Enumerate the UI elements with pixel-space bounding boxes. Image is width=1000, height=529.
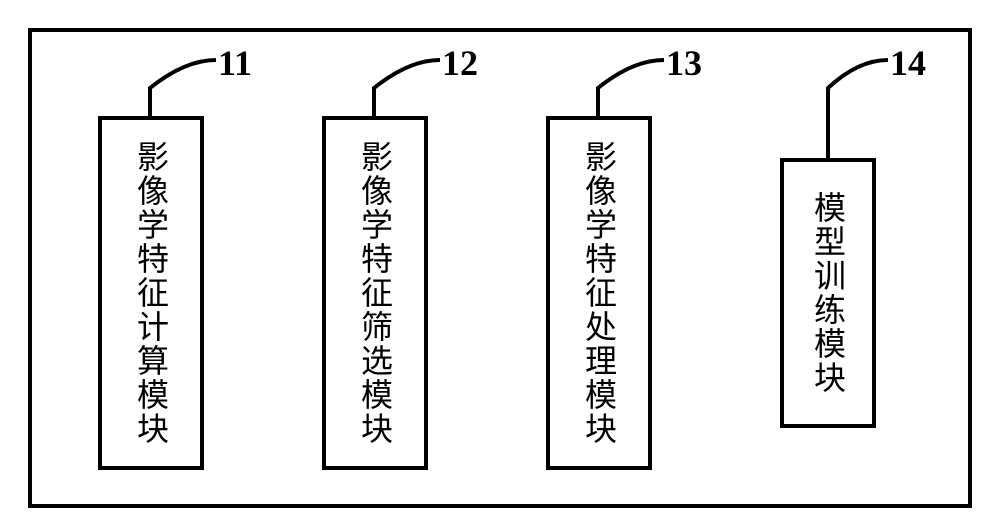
module-11-callout-line — [145, 55, 221, 121]
module-12-label: 12 — [442, 42, 478, 84]
module-14-label: 14 — [890, 42, 926, 84]
module-12-callout-line — [369, 55, 445, 121]
module-11-text: 影像学特征计算模块 — [131, 140, 171, 446]
module-13: 影像学特征处理模块 — [546, 116, 652, 470]
module-14-text: 模型训练模块 — [808, 191, 848, 395]
module-11-label: 11 — [218, 42, 252, 84]
module-13-label: 13 — [666, 42, 702, 84]
module-14: 模型训练模块 — [780, 158, 876, 428]
module-11: 影像学特征计算模块 — [98, 116, 204, 470]
module-14-callout-line — [823, 55, 893, 163]
module-12: 影像学特征筛选模块 — [322, 116, 428, 470]
module-13-callout-line — [593, 55, 669, 121]
module-12-text: 影像学特征筛选模块 — [355, 140, 395, 446]
module-13-text: 影像学特征处理模块 — [579, 140, 619, 446]
